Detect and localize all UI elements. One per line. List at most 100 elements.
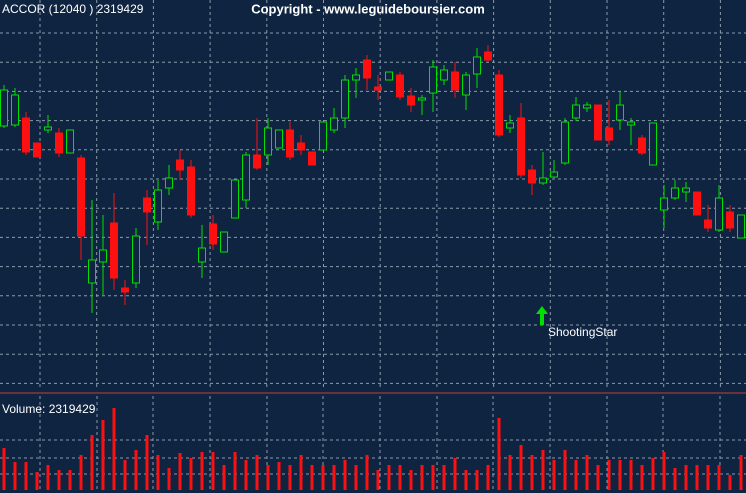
candle-body: [660, 197, 668, 211]
candle-body: [286, 129, 294, 158]
volume-bar: [673, 468, 677, 490]
candle-body: [704, 219, 712, 229]
volume-bar: [618, 460, 622, 490]
volume-bar: [376, 470, 380, 490]
volume-bar: [90, 435, 94, 490]
volume-bar: [354, 465, 358, 490]
candle-body: [616, 104, 624, 121]
candle-body: [66, 129, 74, 154]
candle-body: [583, 104, 591, 109]
volume-bar: [706, 465, 710, 490]
annotation: ShootingStar: [548, 325, 617, 339]
candle-body: [682, 187, 690, 193]
candle-body: [649, 122, 657, 166]
volume-bar: [530, 455, 534, 490]
volume-bar: [662, 452, 666, 490]
candle-body: [77, 157, 85, 237]
candle-body: [264, 127, 272, 156]
candle-body: [0, 89, 8, 127]
volume-bar: [68, 470, 72, 490]
volume-bar: [596, 465, 600, 490]
candle-body: [726, 211, 734, 229]
candle-body: [363, 59, 371, 79]
volume-bar: [211, 452, 215, 490]
candle-body: [308, 151, 316, 166]
volume-bar: [145, 435, 149, 490]
candle-body: [506, 122, 514, 129]
candle-body: [462, 74, 470, 96]
candle-body: [429, 66, 437, 94]
candle-body: [539, 177, 547, 184]
candle-body: [242, 154, 250, 201]
candle-body: [627, 121, 635, 126]
candle-body: [209, 223, 217, 245]
candle-body: [220, 231, 228, 253]
candle-body: [297, 142, 305, 151]
volume-bar: [13, 462, 17, 490]
candle-body: [330, 117, 338, 131]
volume-bar: [398, 465, 402, 490]
candle-body: [231, 179, 239, 219]
candle-body: [440, 69, 448, 81]
candle-body: [341, 79, 349, 119]
candle-body: [187, 166, 195, 216]
volume-bar: [332, 465, 336, 490]
candle-body: [319, 121, 327, 151]
volume-bar: [728, 475, 732, 490]
volume-bar: [112, 408, 116, 490]
candle-body: [33, 142, 41, 158]
volume-bar: [574, 460, 578, 490]
candle-body: [693, 191, 701, 216]
volume-bar: [178, 453, 182, 490]
candle-body: [374, 86, 382, 91]
candle-body: [737, 214, 745, 239]
volume-bar: [35, 472, 39, 490]
volume-bar: [739, 455, 743, 490]
candle-body: [176, 159, 184, 171]
volume-bar: [123, 460, 127, 490]
volume-bar: [343, 460, 347, 490]
volume-bar: [640, 465, 644, 490]
volume-bar: [167, 468, 171, 490]
copyright: Copyright - www.leguideboursier.com: [251, 1, 485, 16]
volume-bar: [420, 465, 424, 490]
candle-body: [352, 74, 360, 81]
candle-body: [99, 249, 107, 263]
volume-bar: [310, 465, 314, 490]
volume-bar: [134, 450, 138, 490]
volume-bar: [222, 465, 226, 490]
volume-label: Volume: 2319429: [2, 402, 96, 416]
candle-body: [528, 169, 536, 184]
candle-body: [154, 189, 162, 223]
volume-bar: [200, 452, 204, 490]
candle-body: [55, 132, 63, 154]
volume-bar: [266, 465, 270, 490]
volume-bar: [299, 455, 303, 490]
candle-body: [22, 117, 30, 153]
candle-body: [396, 74, 404, 98]
candle-body: [418, 97, 426, 101]
candle-body: [473, 56, 481, 75]
volume-bar: [277, 462, 281, 490]
candle-body: [605, 127, 613, 141]
volume-bar: [24, 462, 28, 490]
candle-body: [561, 121, 569, 164]
candle-body: [594, 104, 602, 141]
candle-body: [550, 171, 558, 178]
volume-bar: [442, 465, 446, 490]
signal-arrow: [536, 306, 548, 325]
volume-bar: [321, 465, 325, 490]
volume-bar: [57, 470, 61, 490]
volume-bar: [651, 458, 655, 490]
candle-body: [385, 71, 393, 81]
volume-bar: [563, 450, 567, 490]
volume-bar: [541, 450, 545, 490]
volume-bar: [2, 448, 6, 490]
volume-bar: [695, 465, 699, 490]
volume-bar: [288, 465, 292, 490]
volume-bar: [255, 455, 259, 490]
volume-bar: [101, 420, 105, 490]
